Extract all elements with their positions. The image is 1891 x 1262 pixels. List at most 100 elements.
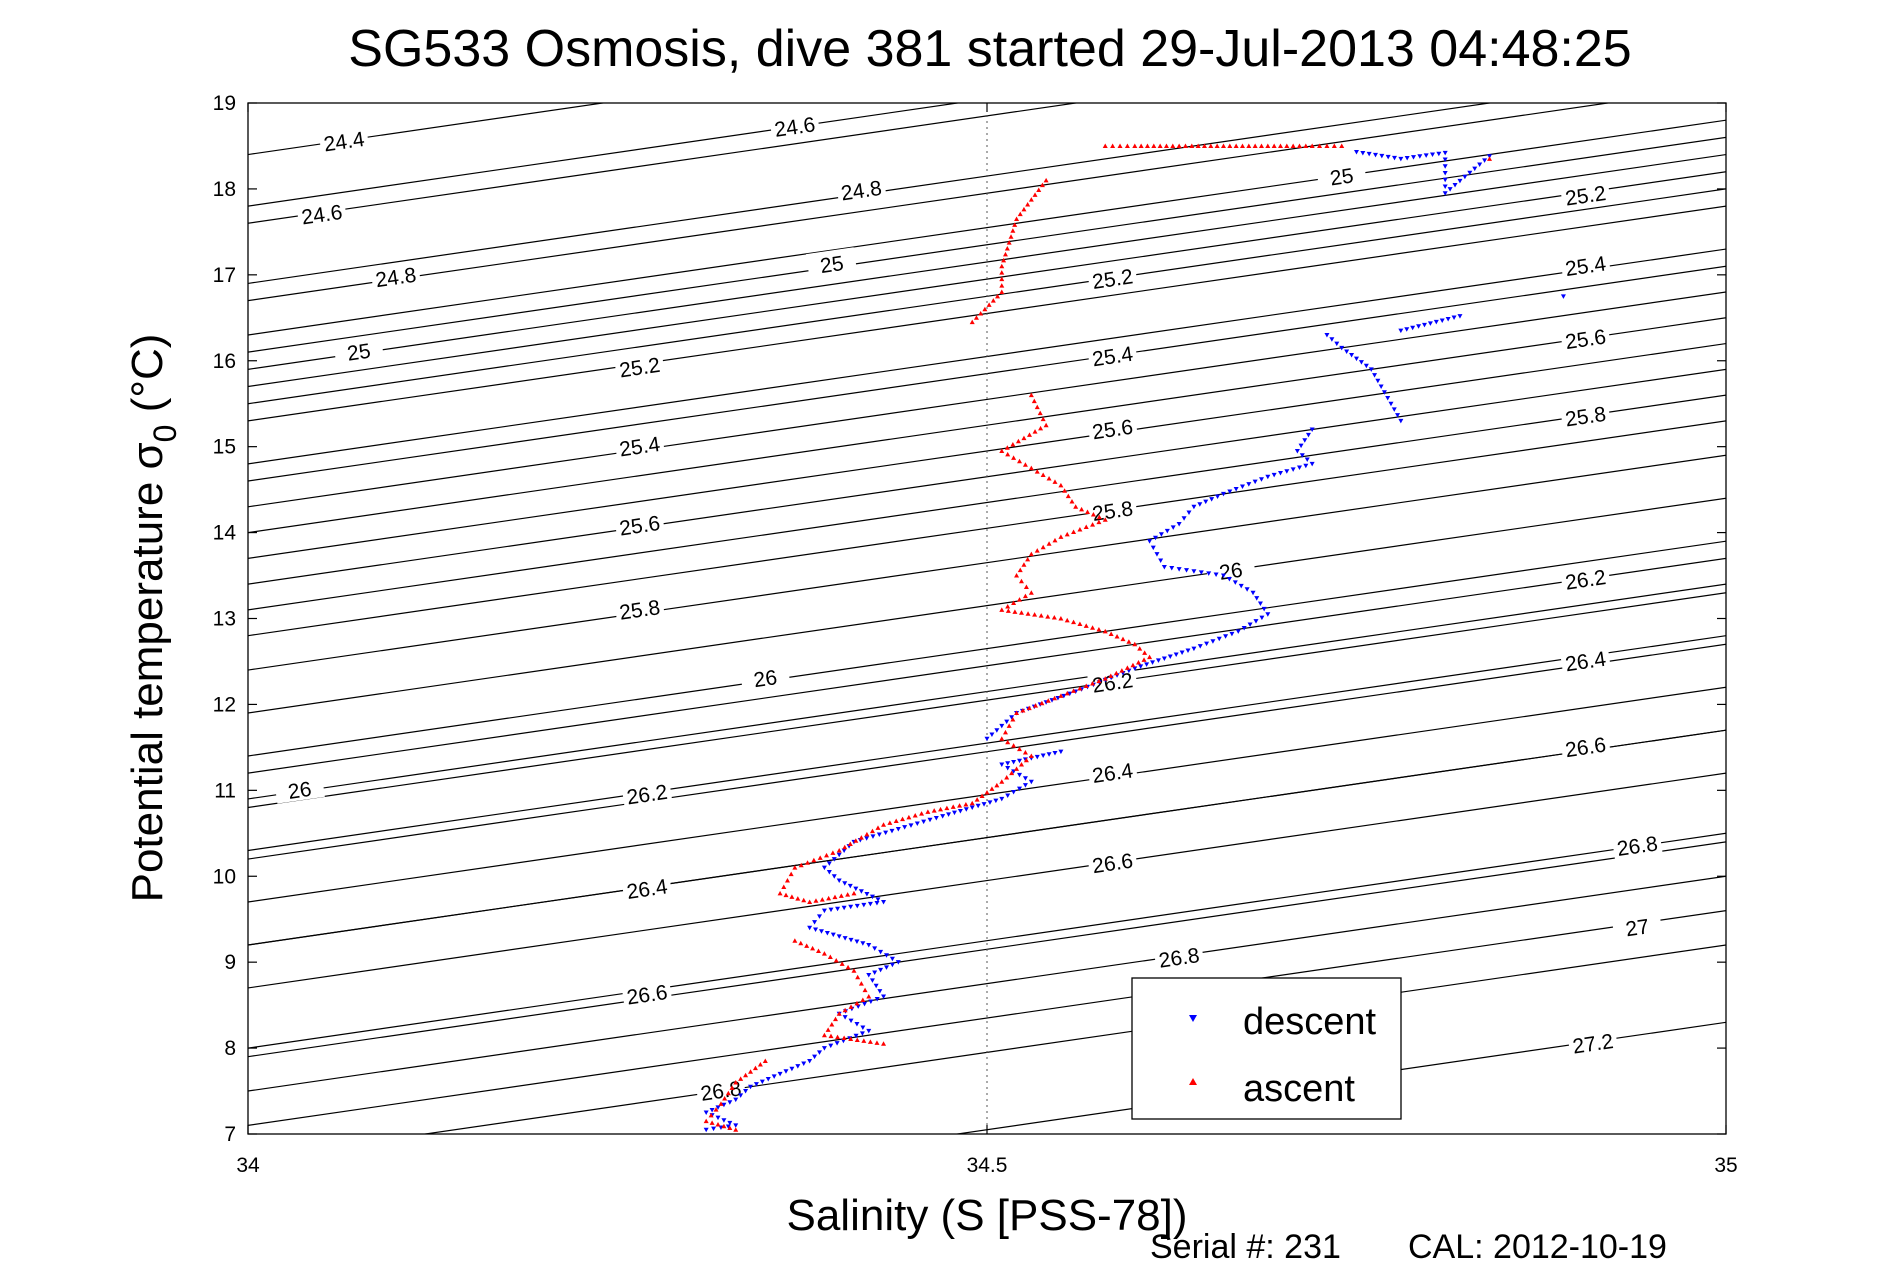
data-point-ascent [1028,392,1034,398]
data-point-descent [721,1102,727,1108]
data-point-ascent [1034,548,1040,553]
data-point-ascent [1032,192,1038,197]
data-point-ascent [708,1112,714,1118]
data-point-ascent [999,270,1005,275]
data-point-descent [940,814,946,819]
data-point-descent [975,803,981,809]
contour-label: 25 [333,334,385,366]
data-point-ascent [1126,639,1132,644]
data-point-ascent [722,1096,728,1101]
data-point-descent [1257,601,1263,606]
data-point-ascent [1046,475,1052,481]
data-point-descent [1261,606,1267,612]
data-point-ascent [999,607,1005,612]
contour-label-text: 27.2 [1571,1030,1615,1059]
data-point-descent [1354,356,1359,362]
contour-label: 26.4 [1559,644,1611,676]
data-point-descent [895,960,901,965]
data-point-ascent [839,961,845,966]
data-point-ascent [1487,156,1493,161]
data-point-ascent [854,1037,860,1042]
data-point-descent [854,903,860,909]
data-point-descent [836,934,842,939]
data-point-ascent [862,987,868,993]
contour-label-bg [318,124,370,156]
data-point-descent [1363,363,1369,369]
data-point-ascent [1071,529,1077,534]
data-point-descent [981,802,987,807]
contour-label-text: 26.6 [625,981,669,1010]
contour-label-text: 25.4 [618,433,662,462]
data-point-ascent [1201,143,1207,148]
data-point-descent [1158,558,1164,564]
data-point-descent [1169,566,1175,571]
data-point-ascent [757,1062,763,1067]
data-point-descent [1457,178,1463,184]
data-point-descent [999,762,1005,768]
data-point-ascent [1137,646,1143,651]
data-point-descent [1223,634,1229,639]
contour-label: 25.8 [1559,399,1611,431]
data-point-ascent [1083,524,1089,530]
data-point-ascent [1069,498,1075,504]
data-point-ascent [1303,143,1309,148]
data-point-descent [1191,569,1197,574]
data-point-ascent [931,808,937,813]
data-point-descent [1040,753,1046,759]
data-point-descent [1152,535,1158,541]
contour-label: 26.2 [1559,562,1611,595]
data-point-descent [1417,154,1423,159]
data-point-ascent [1028,753,1034,758]
contour-label-bg [769,109,821,141]
contour-label: 25.4 [1559,248,1611,281]
data-point-descent [1191,504,1197,510]
contour-label: 26.2 [621,777,673,809]
data-point-descent [1022,776,1028,781]
data-point-descent [1358,360,1364,365]
data-point-ascent [1023,757,1029,763]
data-point-ascent [1102,517,1108,522]
data-point-descent [1378,384,1384,390]
data-point-ascent [1052,479,1058,484]
data-point-descent [777,1071,783,1077]
legend: descent ascent [1131,977,1402,1120]
data-point-descent [1354,149,1359,155]
data-point-ascent [1102,628,1108,634]
data-point-descent [1442,150,1448,156]
data-point-descent [861,902,867,908]
data-point-descent [869,894,875,900]
data-point-descent [1477,162,1483,167]
contour-label-bg [613,350,665,381]
data-point-descent [842,1015,848,1020]
data-point-descent [1410,325,1416,331]
contour-label-bg [613,592,665,624]
data-point-ascent [851,968,857,973]
data-point-ascent [1040,472,1046,478]
data-point-descent [759,1079,765,1085]
data-point-descent [733,1123,739,1128]
data-point-ascent [833,957,839,963]
data-point-descent [921,819,927,825]
data-point-ascent [999,736,1005,741]
data-point-ascent [1026,705,1032,711]
contour-label-text: 25 [819,252,845,278]
contour-label-text: 26.6 [1564,734,1608,763]
isopycnal-line [248,557,1726,774]
y-tick-label: 19 [213,92,236,115]
data-point-descent [1185,648,1191,654]
data-point-descent [1329,337,1335,342]
data-point-ascent [1014,216,1020,221]
data-point-descent [789,1066,795,1072]
data-point-ascent [1120,636,1126,642]
legend-ascent-label: ascent [1243,1068,1355,1110]
data-point-ascent [1144,143,1150,148]
data-point-descent [1411,155,1417,160]
data-point-ascent [881,1041,887,1046]
data-point-descent [1011,759,1017,765]
data-point-ascent [842,844,848,850]
data-point-descent [1247,622,1253,628]
data-point-descent [883,953,889,958]
contour-label-bg [621,977,673,1009]
data-point-descent [1277,471,1283,476]
data-point-descent [1388,401,1394,407]
